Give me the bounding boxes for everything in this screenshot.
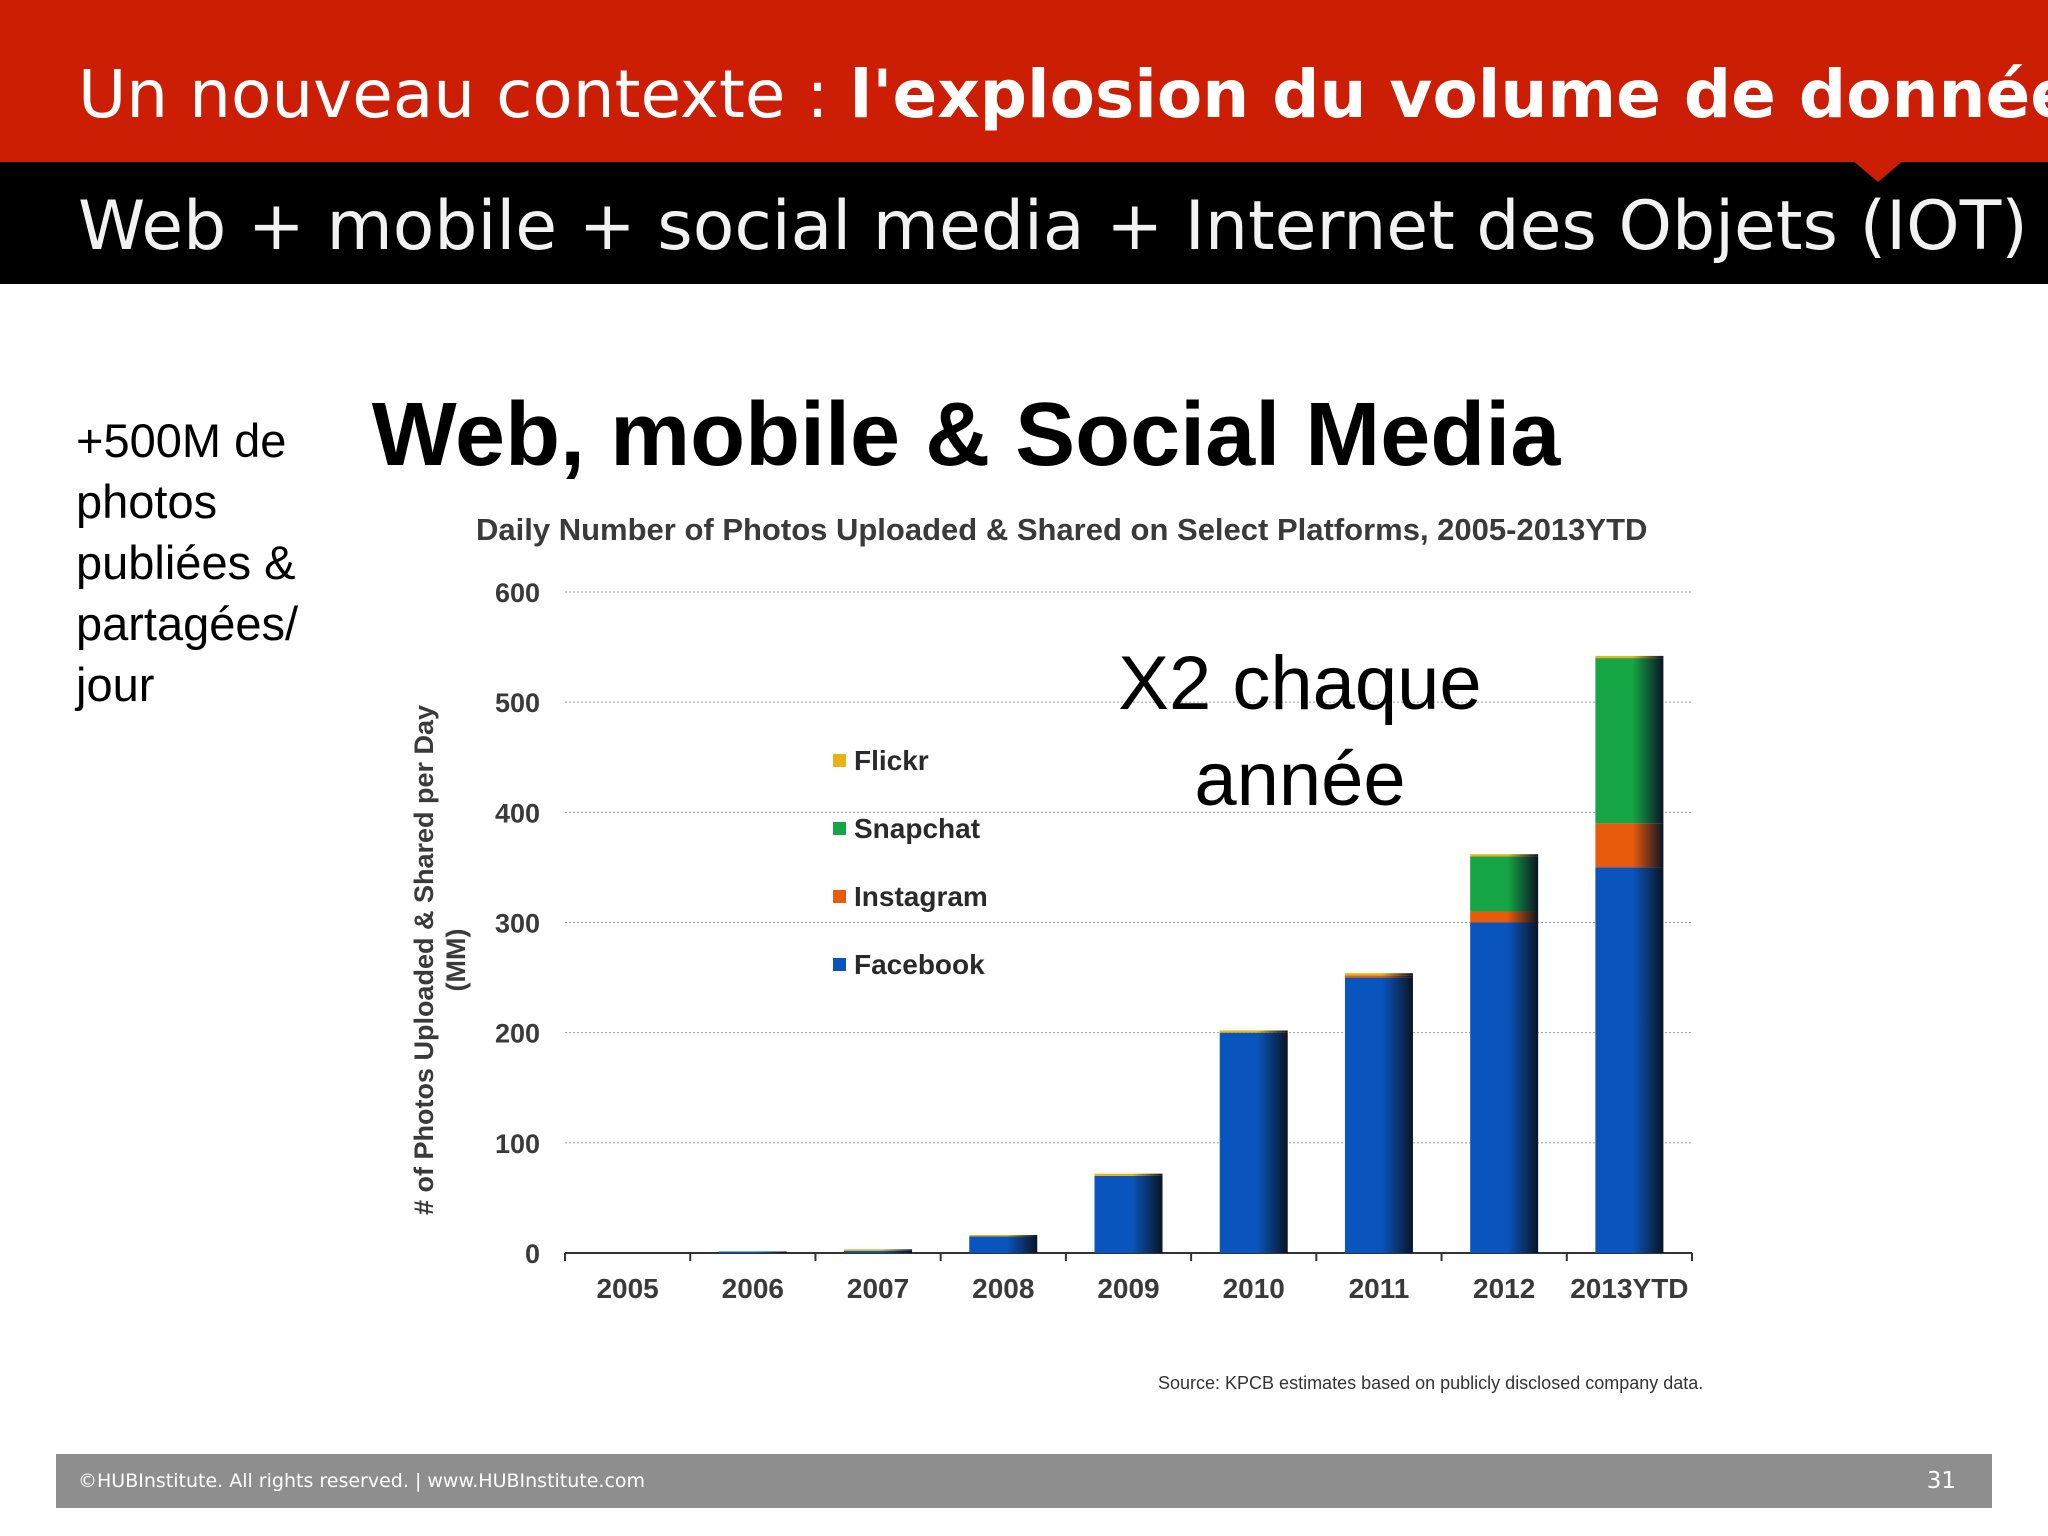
bar-facebook-2013ytd [1595, 867, 1664, 1253]
y-tick-label: 500 [495, 688, 540, 718]
chart-title: Web, mobile & Social Media [371, 385, 1561, 485]
title-bold-text: l'explosion du volume de données [849, 56, 2048, 133]
y-tick-label: 300 [495, 909, 540, 939]
page-number: 31 [1926, 1468, 1956, 1494]
x-tick-label: 2010 [1223, 1273, 1285, 1304]
chart-subtitle: Daily Number of Photos Uploaded & Shared… [476, 512, 1648, 547]
legend-swatch-instagram [833, 890, 846, 903]
bar-flickr-2009 [1094, 1173, 1163, 1176]
y-tick-label: 100 [495, 1129, 540, 1159]
legend-label-snapchat: Snapchat [854, 813, 980, 844]
bar-instagram-2013ytd [1595, 823, 1664, 868]
y-tick-label: 200 [495, 1019, 540, 1049]
y-tick-label: 400 [495, 798, 540, 828]
bar-flickr-2012 [1470, 854, 1539, 857]
bar-facebook-2007 [844, 1250, 913, 1253]
bar-facebook-2006 [718, 1251, 787, 1253]
annotation-line: année [1194, 737, 1406, 822]
x-tick-label: 2005 [596, 1273, 658, 1304]
footer-copyright: ©HUBInstitute. All rights reserved. | ww… [78, 1470, 646, 1492]
subheader-banner: Web + mobile + social media + Internet d… [0, 162, 2048, 284]
side-note-line: +500M de [76, 414, 287, 467]
side-note-line: publiées & [76, 536, 296, 589]
side-note-line: jour [76, 658, 155, 711]
y-axis-label: # of Photos Uploaded & Shared per Day(MM… [409, 705, 471, 1215]
bar-flickr-2008 [969, 1234, 1038, 1237]
y-tick-label: 600 [495, 578, 540, 608]
bar-flickr-2007 [844, 1249, 913, 1251]
x-tick-label: 2008 [972, 1273, 1034, 1304]
annotation-line: X2 chaque [1118, 641, 1482, 726]
legend-label-facebook: Facebook [854, 949, 985, 980]
chart-source: Source: KPCB estimates based on publicly… [1158, 1373, 1704, 1393]
slide-title: Un nouveau contexte : l'explosion du vol… [78, 62, 2048, 128]
bar-facebook-2009 [1094, 1175, 1163, 1253]
side-note-line: photos [76, 475, 218, 528]
slide-subtitle: Web + mobile + social media + Internet d… [78, 187, 2028, 266]
bar-flickr-2010 [1219, 1030, 1288, 1033]
side-note-line: partagées/ [76, 597, 299, 650]
bar-facebook-2011 [1344, 977, 1413, 1253]
header-banner: Un nouveau contexte : l'explosion du vol… [0, 0, 2048, 162]
bar-facebook-2012 [1470, 922, 1539, 1253]
growth-annotation: X2 chaque année [1070, 636, 1530, 828]
bar-flickr-2011 [1344, 973, 1413, 976]
bar-facebook-2008 [969, 1236, 1038, 1253]
side-note: +500M de photos publiées & partagées/ jo… [76, 410, 366, 715]
x-tick-label: 2012 [1473, 1273, 1535, 1304]
footer-bar: ©HUBInstitute. All rights reserved. | ww… [56, 1454, 1992, 1508]
bar-snapchat-2013ytd [1595, 658, 1664, 824]
bar-flickr-2013ytd [1595, 655, 1664, 659]
legend-swatch-flickr [833, 754, 846, 767]
x-tick-label: 2007 [847, 1273, 909, 1304]
x-tick-label: 2006 [722, 1273, 784, 1304]
title-regular-text: Un nouveau contexte : [78, 56, 850, 133]
bar-instagram-2012 [1470, 911, 1539, 923]
banner-notch [1852, 160, 1904, 182]
x-tick-label: 2009 [1097, 1273, 1159, 1304]
legend-swatch-snapchat [833, 822, 846, 835]
x-tick-label: 2011 [1349, 1273, 1410, 1304]
bar-snapchat-2012 [1470, 856, 1539, 912]
legend-swatch-facebook [833, 958, 846, 971]
legend-label-instagram: Instagram [854, 881, 988, 912]
bar-instagram-2011 [1344, 975, 1413, 978]
y-tick-label: 0 [525, 1239, 540, 1269]
legend-label-flickr: Flickr [854, 745, 929, 776]
bar-facebook-2010 [1219, 1032, 1288, 1253]
x-tick-label: 2013YTD [1570, 1273, 1688, 1304]
